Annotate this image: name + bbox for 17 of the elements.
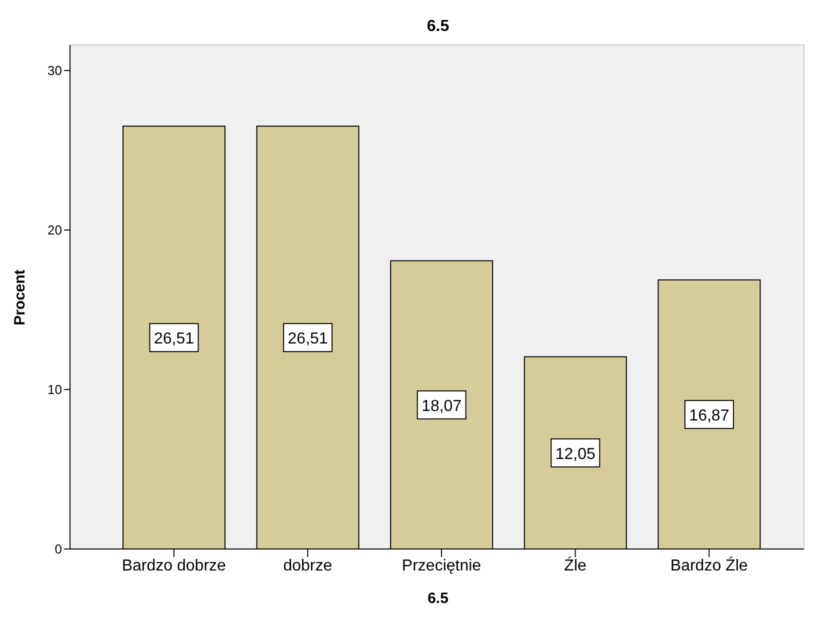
x-tick-label: Przeciętnie <box>402 557 482 574</box>
data-label: 16,87 <box>689 407 730 424</box>
y-axis-title: Procent <box>12 269 29 325</box>
x-tick-label: Źle <box>564 556 587 574</box>
x-tick-label: Bardzo dobrze <box>122 557 226 574</box>
x-tick-label: Bardzo Źle <box>670 556 748 574</box>
x-tick-label: dobrze <box>283 557 332 574</box>
y-tick-label: 10 <box>48 382 62 398</box>
x-axis-title: 6.5 <box>426 590 450 607</box>
chart-title: 6.5 <box>426 18 450 36</box>
data-label: 26,51 <box>154 330 194 348</box>
y-tick-label: 0 <box>54 542 62 557</box>
data-label: 26,51 <box>288 330 328 348</box>
data-label: 12,05 <box>555 446 596 463</box>
y-tick-label: 30 <box>48 63 62 78</box>
data-label: 18,07 <box>422 398 462 415</box>
y-tick-label: 20 <box>48 222 62 238</box>
